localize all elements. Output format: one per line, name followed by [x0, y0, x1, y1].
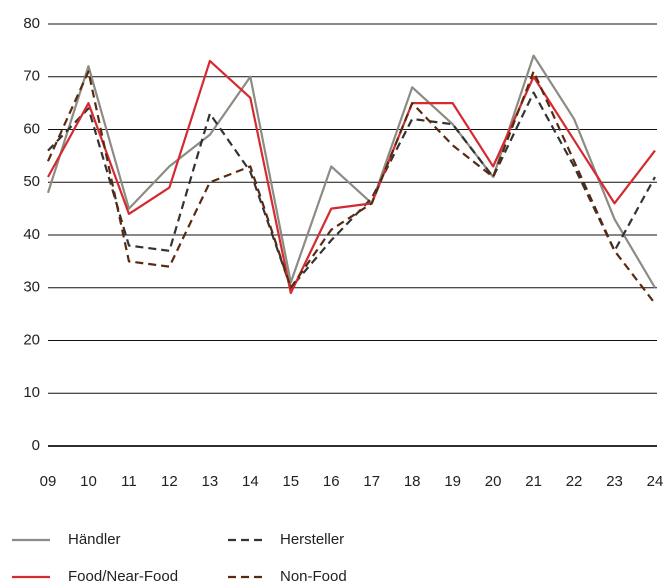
series-line — [46, 54, 656, 289]
x-tick-label: 20 — [485, 473, 502, 490]
legend-label: Händler — [68, 531, 121, 548]
legend-label: Hersteller — [280, 531, 344, 548]
x-tick-label: 09 — [40, 473, 57, 490]
x-tick-label: 18 — [404, 473, 421, 490]
y-tick-label: 20 — [23, 331, 40, 348]
x-tick-label: 16 — [323, 473, 340, 490]
x-tick-label: 12 — [161, 473, 178, 490]
x-tick-label: 15 — [282, 473, 299, 490]
legend-label: Food/Near-Food — [68, 568, 178, 585]
x-tick-label: 23 — [606, 473, 623, 490]
x-tick-label: 17 — [363, 473, 380, 490]
y-tick-label: 30 — [23, 279, 40, 296]
y-tick-label: 10 — [23, 384, 40, 401]
series-line — [46, 70, 656, 305]
y-tick-label: 40 — [23, 226, 40, 243]
y-tick-label: 0 — [32, 437, 40, 454]
x-tick-label: 22 — [566, 473, 583, 490]
x-tick-label: 24 — [647, 473, 664, 490]
x-tick-label: 10 — [80, 473, 97, 490]
x-tick-label: 14 — [242, 473, 259, 490]
x-tick-label: 21 — [525, 473, 542, 490]
x-tick-label: 19 — [444, 473, 461, 490]
series-line — [47, 91, 656, 289]
legend-label: Non-Food — [280, 568, 347, 585]
x-tick-label: 11 — [121, 473, 137, 490]
y-tick-label: 80 — [23, 15, 40, 32]
y-tick-label: 70 — [23, 68, 40, 85]
y-tick-label: 50 — [23, 173, 40, 190]
x-tick-label: 13 — [202, 473, 219, 490]
series-line — [47, 59, 656, 295]
y-tick-label: 60 — [23, 120, 40, 137]
